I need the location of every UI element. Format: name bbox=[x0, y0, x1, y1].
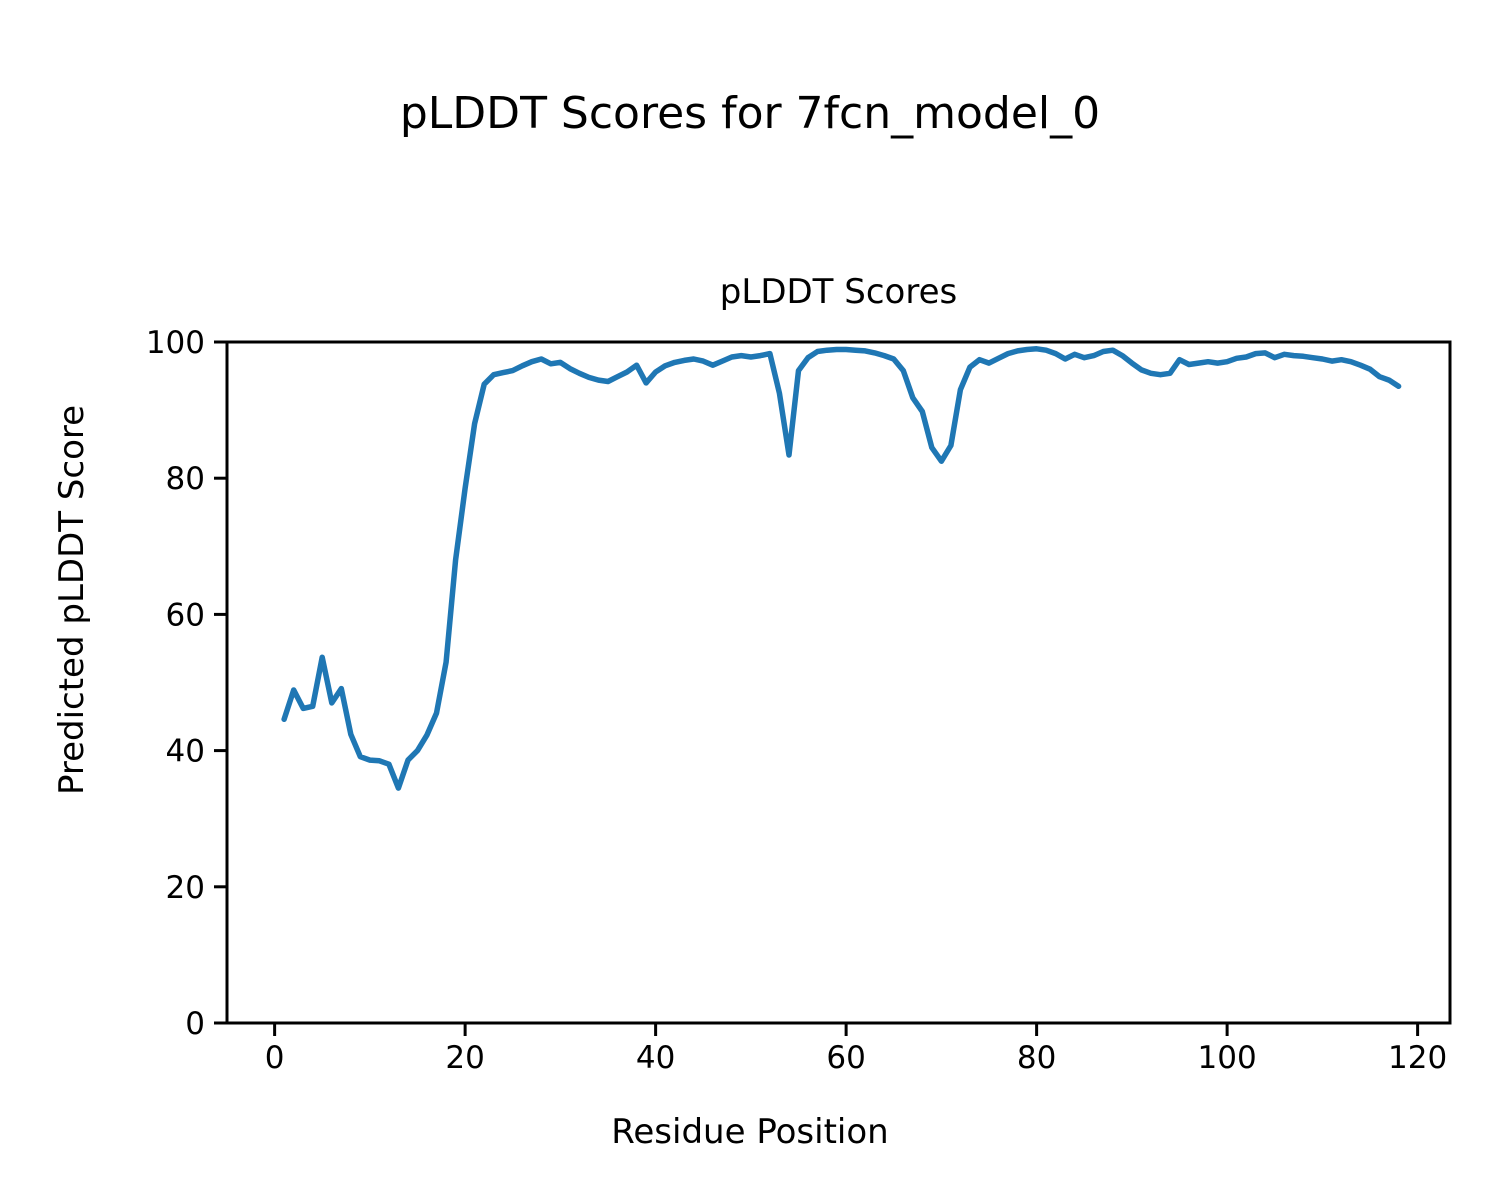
y-tick-label: 20 bbox=[166, 870, 205, 906]
y-tick-label: 40 bbox=[166, 734, 205, 770]
plddt-line bbox=[281, 346, 1402, 791]
y-tick-label: 60 bbox=[166, 597, 205, 633]
x-tick-label: 60 bbox=[826, 1040, 865, 1076]
axes-spines bbox=[225, 340, 1452, 1025]
x-tick-label: 80 bbox=[1017, 1040, 1056, 1076]
y-tick-label: 0 bbox=[185, 1006, 205, 1042]
x-tick-label: 0 bbox=[265, 1040, 285, 1076]
y-tick-label: 80 bbox=[166, 461, 205, 497]
x-tick-label: 120 bbox=[1388, 1040, 1447, 1076]
y-tick-label: 100 bbox=[146, 325, 205, 361]
figure-title: pLDDT Scores for 7fcn_model_0 bbox=[399, 88, 1101, 139]
x-axis-label: Residue Position bbox=[611, 1112, 889, 1152]
x-tick-label: 20 bbox=[445, 1040, 484, 1076]
x-tick-label: 40 bbox=[636, 1040, 675, 1076]
x-tick-label: 100 bbox=[1198, 1040, 1257, 1076]
axes-title: pLDDT Scores bbox=[719, 272, 958, 312]
